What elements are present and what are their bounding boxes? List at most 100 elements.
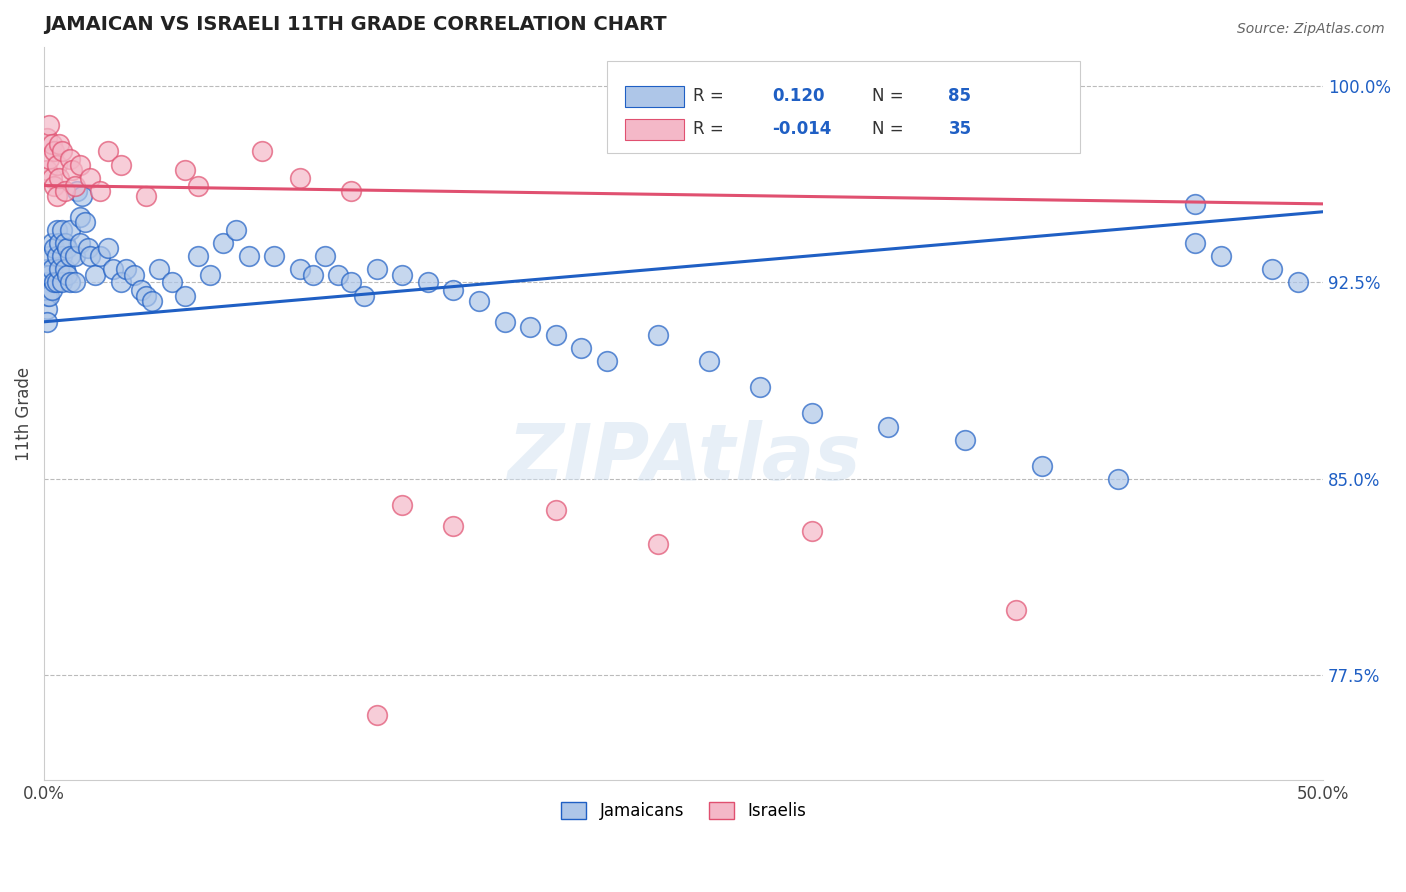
Point: [468, 293, 491, 308]
Text: R =: R =: [693, 87, 728, 105]
Text: ZIPAtlas: ZIPAtlas: [508, 419, 860, 495]
Point: [366, 707, 388, 722]
Point: [1209, 249, 1232, 263]
Point: [35, 276, 58, 290]
Point: [647, 537, 669, 551]
Point: [800, 407, 823, 421]
FancyBboxPatch shape: [624, 86, 683, 107]
Point: [41, 170, 63, 185]
Point: [89, 249, 111, 263]
Point: [69, 157, 91, 171]
Legend: Jamaicans, Israelis: Jamaicans, Israelis: [554, 796, 813, 827]
Point: [48, 236, 70, 251]
Point: [697, 354, 720, 368]
Point: [38, 118, 60, 132]
Point: [45, 157, 67, 171]
Point: [35, 262, 58, 277]
Point: [72, 189, 94, 203]
Point: [38, 288, 60, 302]
Point: [1005, 603, 1028, 617]
Point: [35, 315, 58, 329]
Point: [212, 236, 235, 251]
Point: [59, 249, 82, 263]
FancyBboxPatch shape: [624, 119, 683, 140]
Point: [66, 184, 89, 198]
Point: [38, 249, 60, 263]
Point: [38, 153, 60, 167]
Point: [56, 241, 79, 255]
Point: [263, 249, 285, 263]
Point: [1108, 472, 1130, 486]
Text: N =: N =: [872, 120, 908, 138]
Point: [53, 262, 76, 277]
Point: [45, 223, 67, 237]
Point: [35, 131, 58, 145]
Point: [69, 210, 91, 224]
Text: 0.120: 0.120: [772, 87, 824, 105]
Point: [173, 288, 195, 302]
Point: [45, 189, 67, 203]
Point: [340, 276, 363, 290]
Point: [59, 276, 82, 290]
Point: [160, 276, 183, 290]
Point: [328, 268, 350, 282]
Point: [97, 145, 120, 159]
Point: [44, 276, 66, 290]
Point: [1261, 262, 1284, 277]
Point: [84, 268, 107, 282]
Text: JAMAICAN VS ISRAELI 11TH GRADE CORRELATION CHART: JAMAICAN VS ISRAELI 11TH GRADE CORRELATI…: [44, 15, 666, 34]
Point: [250, 145, 273, 159]
Point: [44, 178, 66, 193]
Point: [35, 301, 58, 316]
Point: [141, 293, 163, 308]
Point: [187, 249, 209, 263]
Point: [391, 268, 413, 282]
Point: [749, 380, 772, 394]
Point: [301, 268, 323, 282]
Point: [1184, 236, 1206, 251]
Point: [1184, 197, 1206, 211]
Text: 85: 85: [949, 87, 972, 105]
Point: [187, 178, 209, 193]
Point: [647, 327, 669, 342]
Point: [51, 276, 73, 290]
Point: [288, 262, 311, 277]
Point: [63, 178, 86, 193]
Point: [953, 433, 976, 447]
Point: [41, 262, 63, 277]
Point: [44, 241, 66, 255]
Point: [51, 249, 73, 263]
Point: [340, 184, 363, 198]
Point: [115, 262, 138, 277]
Point: [53, 236, 76, 251]
Point: [596, 354, 619, 368]
Point: [63, 249, 86, 263]
Point: [56, 268, 79, 282]
Point: [441, 283, 464, 297]
Point: [1286, 276, 1309, 290]
Point: [41, 236, 63, 251]
Point: [366, 262, 388, 277]
Point: [494, 315, 516, 329]
Point: [63, 276, 86, 290]
Point: [519, 320, 541, 334]
Point: [200, 268, 222, 282]
Point: [51, 145, 73, 159]
Point: [315, 249, 337, 263]
Point: [48, 262, 70, 277]
Point: [101, 262, 124, 277]
Point: [353, 288, 375, 302]
Point: [225, 223, 247, 237]
Point: [60, 162, 83, 177]
Point: [89, 184, 111, 198]
Point: [38, 268, 60, 282]
Point: [122, 268, 145, 282]
Point: [800, 524, 823, 539]
Point: [416, 276, 439, 290]
Point: [41, 283, 63, 297]
Point: [238, 249, 260, 263]
Point: [45, 249, 67, 263]
FancyBboxPatch shape: [607, 62, 1080, 153]
Point: [35, 288, 58, 302]
Point: [48, 170, 70, 185]
